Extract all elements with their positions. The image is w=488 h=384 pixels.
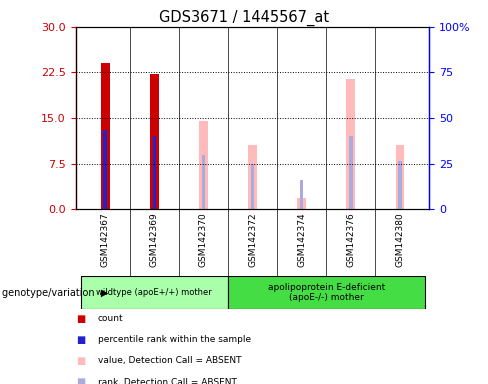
Bar — [153, 136, 156, 209]
Bar — [251, 164, 254, 209]
Text: percentile rank within the sample: percentile rank within the sample — [98, 335, 251, 344]
Text: ■: ■ — [76, 335, 85, 345]
Bar — [248, 146, 257, 209]
Bar — [150, 74, 159, 209]
Text: rank, Detection Call = ABSENT: rank, Detection Call = ABSENT — [98, 377, 237, 384]
Bar — [199, 121, 208, 209]
Text: wildtype (apoE+/+) mother: wildtype (apoE+/+) mother — [97, 288, 212, 297]
Text: GDS3671 / 1445567_at: GDS3671 / 1445567_at — [159, 10, 329, 26]
Bar — [346, 79, 355, 209]
Bar — [101, 63, 109, 209]
Bar — [202, 155, 205, 209]
Text: GSM142369: GSM142369 — [150, 213, 159, 267]
Text: ■: ■ — [76, 377, 85, 384]
Bar — [103, 130, 107, 209]
Text: ■: ■ — [76, 314, 85, 324]
Text: GSM142372: GSM142372 — [248, 213, 257, 267]
Bar — [81, 276, 228, 309]
Text: GSM142374: GSM142374 — [297, 213, 306, 267]
Bar — [398, 161, 402, 209]
Bar — [297, 199, 306, 209]
Text: GSM142380: GSM142380 — [395, 213, 405, 267]
Bar — [349, 136, 352, 209]
Text: value, Detection Call = ABSENT: value, Detection Call = ABSENT — [98, 356, 241, 366]
Text: GSM142367: GSM142367 — [101, 213, 110, 267]
Text: GSM142370: GSM142370 — [199, 213, 208, 267]
Text: ■: ■ — [76, 356, 85, 366]
Text: count: count — [98, 314, 123, 323]
Text: GSM142376: GSM142376 — [346, 213, 355, 267]
Bar — [396, 146, 405, 209]
Text: genotype/variation  ▶: genotype/variation ▶ — [2, 288, 109, 298]
Text: apolipoprotein E-deficient
(apoE-/-) mother: apolipoprotein E-deficient (apoE-/-) mot… — [267, 283, 385, 303]
Bar — [228, 276, 425, 309]
Bar — [300, 180, 304, 209]
